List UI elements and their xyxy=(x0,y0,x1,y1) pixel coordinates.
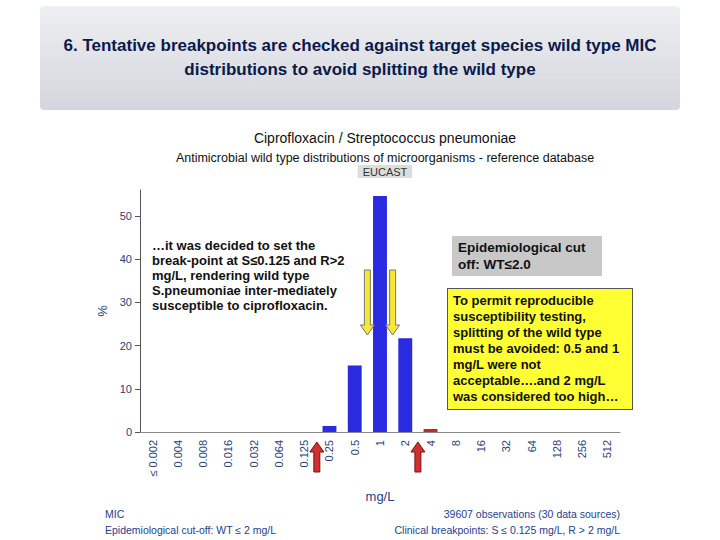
svg-text:≤ 0.002: ≤ 0.002 xyxy=(147,440,159,477)
svg-text:50: 50 xyxy=(120,210,132,222)
svg-text:10: 10 xyxy=(120,383,132,395)
svg-text:EUCAST: EUCAST xyxy=(363,166,408,178)
svg-text:128: 128 xyxy=(551,440,563,458)
svg-text:16: 16 xyxy=(475,440,487,452)
svg-text:2: 2 xyxy=(399,440,411,446)
html-text:Epidemiological cut-off: WT ≤: Epidemiological cut-off: WT ≤ 2 mg/L xyxy=(105,524,277,536)
svg-text:40: 40 xyxy=(120,253,132,265)
svg-text:%: % xyxy=(95,305,110,317)
html-text:…it was decided to set the bre: …it was decided to set the break-point a… xyxy=(152,238,345,313)
svg-text:0.016: 0.016 xyxy=(222,440,234,468)
svg-text:0.064: 0.064 xyxy=(273,440,285,468)
svg-text:32: 32 xyxy=(500,440,512,452)
svg-text:0.004: 0.004 xyxy=(172,440,184,468)
svg-text:30: 30 xyxy=(120,296,132,308)
svg-text:0.032: 0.032 xyxy=(248,440,260,468)
html-text:Epidemiological cut off: WT≤2.: Epidemiological cut off: WT≤2.0 xyxy=(458,240,586,272)
svg-text:mg/L: mg/L xyxy=(366,489,395,504)
svg-text:256: 256 xyxy=(576,440,588,458)
svg-text:4: 4 xyxy=(425,440,437,446)
html-text:To permit reproducible suscept: To permit reproducible susceptibility te… xyxy=(453,293,620,404)
svg-text:0.125: 0.125 xyxy=(298,440,310,468)
svg-text:0.25: 0.25 xyxy=(323,440,335,461)
svg-text:1: 1 xyxy=(374,440,386,446)
svg-text:0: 0 xyxy=(126,426,132,438)
html-text:6. Tentative breakpoints are c: 6. Tentative breakpoints are checked aga… xyxy=(63,36,657,79)
svg-text:Ciprofloxacin / Streptococcus: Ciprofloxacin / Streptococcus pneumoniae xyxy=(254,130,516,146)
svg-text:512: 512 xyxy=(601,440,613,458)
svg-text:0.5: 0.5 xyxy=(349,440,361,455)
html-text:MIC: MIC xyxy=(105,508,125,520)
svg-text:8: 8 xyxy=(450,440,462,446)
svg-text:64: 64 xyxy=(526,440,538,452)
html-text:Clinical breakpoints: S ≤ 0.12: Clinical breakpoints: S ≤ 0.125 mg/L, R … xyxy=(394,524,620,536)
svg-text:0.008: 0.008 xyxy=(197,440,209,468)
svg-text:20: 20 xyxy=(120,340,132,352)
svg-text:Antimicrobial wild type distri: Antimicrobial wild type distributions of… xyxy=(176,151,594,165)
html-text:39607 observations (30 data so: 39607 observations (30 data sources) xyxy=(443,508,620,520)
